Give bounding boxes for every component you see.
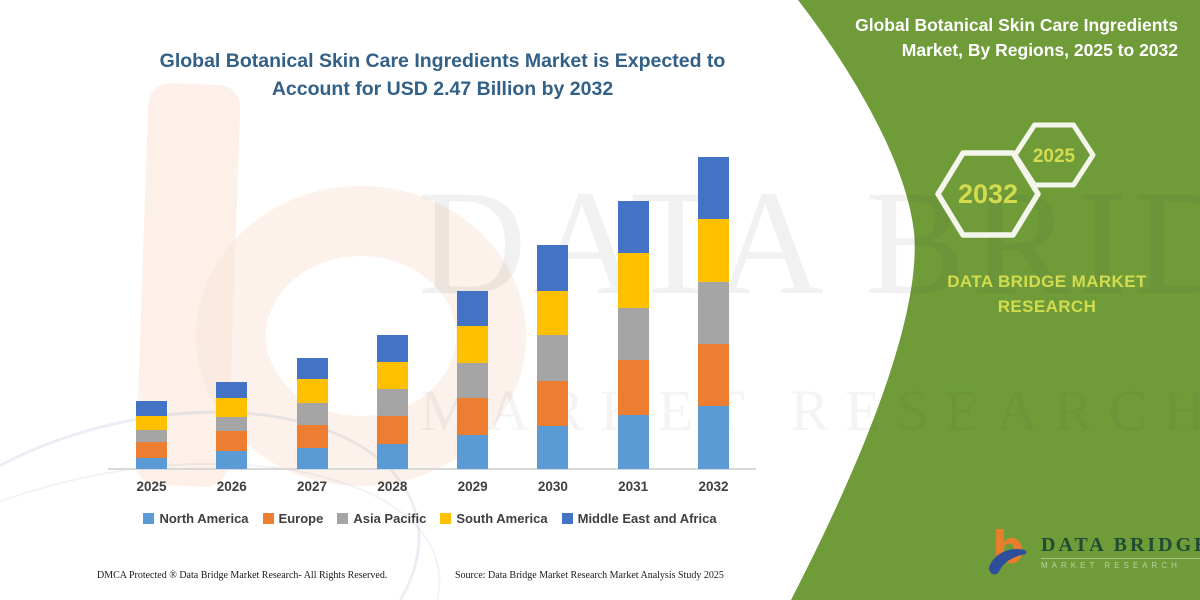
bar-segment-2029-asia-pacific <box>457 362 489 399</box>
bar-segment-2027-north-america <box>296 447 328 469</box>
bar-segment-2031-middle-east-and-africa <box>617 201 649 253</box>
logo-swoosh <box>988 548 1027 575</box>
legend-item-south-america: South America <box>440 511 548 526</box>
bar-segment-2032-south-america <box>697 218 729 282</box>
bar-segment-2025-south-america <box>136 415 167 430</box>
dmca-text: DMCA Protected ® Data Bridge Market Rese… <box>97 570 388 581</box>
bar-segment-2026-middle-east-and-africa <box>216 381 248 399</box>
bar-segment-2031-south-america <box>617 252 649 309</box>
bar-segment-2027-south-america <box>296 379 328 404</box>
bar-segment-2028-south-america <box>376 361 408 390</box>
legend-label: Asia Pacific <box>353 511 427 526</box>
bar-segment-2026-north-america <box>216 451 248 469</box>
bar-segment-2030-north-america <box>537 426 569 469</box>
chart-title: Global Botanical Skin Care Ingredients M… <box>115 47 770 103</box>
source-text: Source: Data Bridge Market Research Mark… <box>455 570 724 581</box>
bar-segment-2026-europe <box>216 431 248 452</box>
legend-item-middle-east-and-africa: Middle East and Africa <box>561 511 717 526</box>
legend-label: South America <box>456 511 548 526</box>
x-axis-label-2032: 2032 <box>698 479 729 494</box>
forecast-hexagons: 2032 2025 <box>935 122 1096 238</box>
bar-segment-2025-europe <box>136 442 167 458</box>
legend-label: Europe <box>278 511 324 526</box>
databridge-logo-icon: b <box>988 524 1027 575</box>
legend-swatch <box>440 513 452 524</box>
bar-2026 <box>216 381 248 469</box>
bar-segment-2026-south-america <box>216 398 248 418</box>
x-axis-label-2030: 2030 <box>537 479 568 494</box>
x-axis-labels: 2025 2026 2027 2028 2029 2030 2031 2032 <box>136 479 729 494</box>
bar-chart-plot-area <box>136 139 729 469</box>
databridge-logo: b DATA BRIDGE MARKET RESEARCH <box>985 524 1200 580</box>
legend-swatch <box>262 513 274 524</box>
x-axis-line <box>108 468 756 470</box>
bar-segment-2032-europe <box>697 343 729 406</box>
bar-segment-2028-asia-pacific <box>376 389 408 416</box>
bar-segment-2029-europe <box>457 398 489 435</box>
chart-legend: North America Europe Asia Pacific South Ame… <box>95 511 765 526</box>
bar-segment-2029-middle-east-and-africa <box>457 290 489 327</box>
bar-segment-2030-asia-pacific <box>537 335 569 381</box>
x-axis-label-2028: 2028 <box>377 479 408 494</box>
x-axis-label-2029: 2029 <box>457 479 488 494</box>
bar-segment-2029-north-america <box>457 434 489 469</box>
bar-2030 <box>537 245 569 469</box>
bar-2031 <box>617 201 649 469</box>
bar-segment-2027-asia-pacific <box>296 403 328 425</box>
legend-item-europe: Europe <box>262 511 324 526</box>
side-panel-brand-text: DATA BRIDGE MARKET RESEARCH <box>947 272 1147 316</box>
legend-item-north-america: North America <box>143 511 249 526</box>
legend-label: North America <box>159 511 249 526</box>
bar-segment-2032-asia-pacific <box>697 281 729 344</box>
x-axis-label-2027: 2027 <box>297 479 328 494</box>
side-panel-title: Global Botanical Skin Care Ingredients M… <box>855 15 1178 61</box>
hexagon-2032 <box>935 150 1041 238</box>
bar-segment-2027-europe <box>296 424 328 448</box>
green-panel-shape <box>791 0 1200 600</box>
hexagon-2032-label: 2032 <box>958 179 1018 209</box>
bar-segment-2026-asia-pacific <box>216 417 248 432</box>
bar-segment-2025-asia-pacific <box>136 429 167 443</box>
bar-2032 <box>697 156 729 469</box>
legend-swatch <box>143 513 155 524</box>
bar-segment-2025-middle-east-and-africa <box>136 400 167 416</box>
x-axis-label-2026: 2026 <box>216 479 247 494</box>
bar-segment-2028-middle-east-and-africa <box>376 334 408 362</box>
bar-2029 <box>457 290 489 469</box>
chart-title-line2: Account for USD 2.47 Billion by 2032 <box>271 78 614 100</box>
hexagon-2025-label: 2025 <box>1033 146 1076 167</box>
bar-segment-2030-europe <box>537 380 569 426</box>
bar-segment-2028-north-america <box>376 443 408 469</box>
bar-segment-2031-asia-pacific <box>617 308 649 361</box>
legend-label: Middle East and Africa <box>577 511 717 526</box>
bar-segment-2031-north-america <box>617 414 649 469</box>
bar-2027 <box>296 357 328 469</box>
bar-segment-2032-middle-east-and-africa <box>697 156 729 219</box>
bar-segment-2027-middle-east-and-africa <box>296 357 328 380</box>
bar-segment-2028-europe <box>376 415 408 444</box>
logo-wordmark: DATA BRIDGE <box>1041 534 1200 556</box>
legend-swatch <box>337 513 349 524</box>
hexagon-2025 <box>1012 122 1096 188</box>
logo-tagline: MARKET RESEARCH <box>1041 558 1200 570</box>
legend-item-asia-pacific: Asia Pacific <box>337 511 426 526</box>
bar-segment-2030-middle-east-and-africa <box>537 245 569 291</box>
bar-segment-2031-europe <box>617 360 649 415</box>
bar-segment-2030-south-america <box>537 290 569 335</box>
chart-title-line1: Global Botanical Skin Care Ingredients M… <box>159 50 726 72</box>
bar-segment-2029-south-america <box>457 326 489 363</box>
legend-swatch <box>561 513 573 524</box>
bar-2028 <box>376 334 408 469</box>
bar-segment-2025-north-america <box>136 457 167 469</box>
x-axis-label-2025: 2025 <box>136 479 167 494</box>
bar-segment-2032-north-america <box>697 405 729 469</box>
bar-2025 <box>136 400 167 469</box>
x-axis-label-2031: 2031 <box>618 479 649 494</box>
